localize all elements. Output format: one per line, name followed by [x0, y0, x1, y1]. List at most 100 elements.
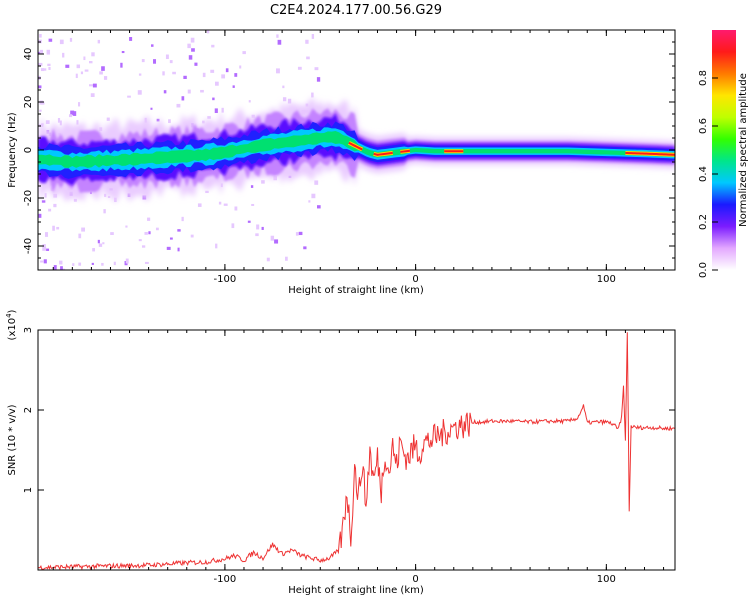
noise-speckle	[256, 224, 260, 230]
noise-speckle	[92, 83, 97, 88]
noise-speckle	[48, 66, 51, 70]
noise-speckle	[239, 65, 242, 69]
colorbar-tick-label: 0.2	[698, 214, 709, 230]
noise-speckle	[162, 71, 165, 76]
noise-speckle	[181, 96, 185, 101]
colorbar-tick-label: 0.0	[698, 262, 709, 278]
noise-speckle	[52, 225, 55, 231]
noise-speckle	[221, 107, 224, 113]
noise-speckle	[215, 243, 218, 249]
noise-speckle	[148, 231, 151, 235]
noise-speckle	[225, 68, 229, 73]
noise-speckle	[255, 233, 259, 237]
noise-speckle	[261, 226, 264, 230]
noise-speckle	[177, 229, 181, 232]
noise-speckle	[282, 85, 285, 89]
colorbar-tick-label: 0.6	[698, 118, 709, 134]
noise-speckle	[42, 244, 46, 249]
noise-speckle	[187, 43, 191, 49]
noise-speckle	[298, 231, 303, 236]
noise-speckle	[103, 209, 106, 214]
y-tick-label: 1	[23, 487, 34, 493]
noise-speckle	[169, 237, 173, 240]
noise-speckle	[144, 261, 149, 264]
noise-speckle	[137, 90, 142, 95]
noise-speckle	[91, 52, 95, 57]
x-tick-label: 100	[597, 274, 616, 285]
noise-speckle	[65, 64, 70, 68]
noise-speckle	[44, 193, 47, 198]
colorbar-tick-label: 0.4	[698, 166, 709, 182]
noise-speckle	[38, 85, 42, 89]
noise-speckle	[242, 51, 246, 55]
noise-speckle	[212, 97, 215, 101]
noise-speckle	[223, 203, 228, 206]
noise-speckle	[91, 262, 94, 265]
noise-speckle	[53, 265, 57, 270]
noise-speckle	[191, 48, 195, 52]
noise-speckle	[183, 75, 187, 79]
ridge-core-red-4	[625, 152, 675, 156]
snr-series-line	[38, 332, 675, 570]
noise-speckle	[165, 54, 169, 60]
noise-speckle	[205, 190, 209, 194]
noise-speckle	[73, 198, 77, 202]
noise-speckle	[40, 68, 45, 72]
spectrogram-x-label: Height of straight line (km)	[288, 285, 424, 296]
noise-speckle	[39, 34, 42, 38]
noise-speckle	[90, 93, 95, 97]
noise-speckle	[43, 68, 47, 71]
noise-speckle	[113, 261, 116, 266]
snr-x-label: Height of straight line (km)	[288, 585, 424, 596]
noise-speckle	[181, 216, 184, 222]
spectral-ridge	[38, 96, 675, 203]
x-tick-label: -100	[214, 574, 237, 585]
noise-speckle	[98, 243, 103, 247]
noise-speckle	[153, 59, 157, 64]
noise-speckle	[69, 37, 73, 42]
snr-y-multiplier: (x104)	[5, 309, 18, 340]
noise-speckle	[202, 72, 206, 78]
y-tick-label: -40	[23, 238, 34, 254]
noise-speckle	[144, 232, 148, 235]
noise-speckle	[207, 116, 211, 119]
noise-speckle	[59, 120, 62, 126]
noise-speckle	[39, 49, 44, 55]
noise-speckle	[62, 52, 65, 58]
noise-speckle	[76, 64, 81, 69]
noise-speckle	[59, 260, 63, 265]
noise-speckle	[231, 223, 235, 229]
noise-speckle	[141, 245, 146, 248]
noise-speckle	[248, 100, 251, 103]
y-tick-label: 3	[23, 327, 34, 333]
noise-speckle	[190, 234, 194, 238]
noise-speckle	[110, 232, 114, 235]
noise-speckle	[176, 103, 181, 108]
noise-speckle	[41, 200, 46, 203]
snr-x-ticks: -100 0 100	[52, 330, 665, 585]
noise-speckle	[48, 38, 53, 42]
noise-speckle	[232, 85, 235, 88]
noise-speckle	[103, 76, 108, 80]
noise-speckle	[73, 111, 77, 116]
colorbar-tick-label: 0.8	[698, 70, 709, 86]
noise-speckle	[163, 90, 167, 94]
snr-y-label: SNR (10 * v/v)	[7, 404, 18, 475]
noise-speckle	[60, 266, 63, 270]
noise-speckle	[78, 233, 82, 239]
noise-speckle	[190, 37, 195, 43]
noise-speckle	[151, 44, 154, 47]
y-tick-label: -20	[23, 190, 34, 206]
noise-speckle	[121, 51, 125, 54]
noise-speckle	[316, 77, 321, 82]
noise-speckle	[46, 49, 51, 55]
noise-speckle	[317, 205, 321, 209]
noise-speckle	[78, 262, 82, 266]
noise-speckle	[311, 92, 314, 98]
x-tick-label: 100	[597, 574, 616, 585]
noise-speckle	[99, 71, 103, 75]
noise-speckle	[285, 256, 288, 261]
noise-speckle	[40, 101, 45, 105]
ridge-core-red-0	[348, 141, 363, 151]
noise-speckle	[234, 206, 238, 211]
